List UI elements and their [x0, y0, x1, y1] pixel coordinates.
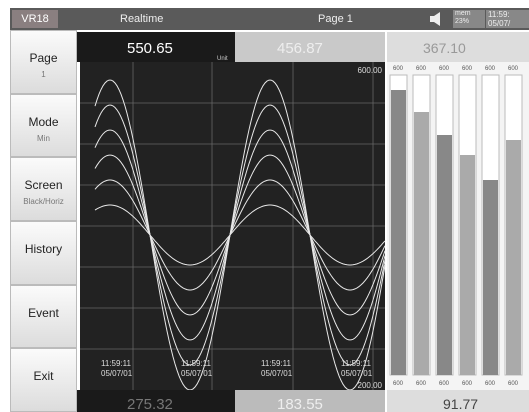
memory-value: 23%	[455, 18, 470, 25]
menu-label: Exit	[33, 369, 54, 384]
menu-label: Page	[29, 51, 58, 65]
menu-label: Screen	[24, 178, 63, 193]
clock-date: 05/07/	[488, 19, 511, 28]
bar-scale: 600	[393, 66, 404, 72]
memory-box: mem 23%	[453, 10, 485, 28]
timestamp-date: 05/07/01	[341, 369, 373, 378]
bar	[483, 180, 498, 375]
clock-box: 11:59: 05/07/	[486, 10, 529, 28]
trend-line	[94, 179, 386, 291]
trend-line	[94, 129, 386, 341]
scale-min: 200.00	[358, 381, 383, 390]
bar-scale: 600	[439, 66, 450, 72]
menu-sub: Black/Horiz	[23, 197, 64, 207]
timestamp-time: 11:59:11	[101, 359, 132, 368]
scale-max: 600.00	[358, 66, 383, 75]
bar-scale: 600	[508, 381, 519, 387]
timestamp-time: 11:59:11	[261, 359, 292, 368]
trend-line	[94, 204, 386, 266]
bar-scale: 600	[485, 381, 496, 387]
display-area: 600 600 600 600 600 600 600 600 600 600 600 600 550…	[77, 32, 529, 412]
side-menu: Page 1 Mode Min Screen Black/Horiz History Even…	[10, 30, 77, 412]
trend-line	[94, 104, 386, 366]
bar-scale: 600	[462, 66, 473, 72]
bar-reading: 367.10	[423, 40, 466, 56]
bar	[437, 135, 452, 375]
bar-scale: 600	[485, 66, 496, 72]
menu-label: Event	[28, 305, 59, 320]
top-bar: VR18 Realtime Page 1 mem 23% 11:59: 05/0…	[10, 8, 529, 30]
menu-label: Mode	[28, 114, 59, 129]
menu-button[interactable]: Exit	[10, 348, 77, 412]
bar-scale: 600	[416, 66, 427, 72]
device-label[interactable]: VR18	[12, 10, 58, 28]
menu-button[interactable]: Page 1	[10, 30, 77, 94]
bar-reading: 91.77	[443, 396, 478, 412]
trend-reading: 550.65	[127, 40, 173, 57]
memory-label: mem	[455, 10, 471, 17]
bar	[414, 112, 429, 375]
trend-line	[94, 154, 386, 316]
menu-sub: Min	[37, 133, 50, 143]
bar-scale: 600	[462, 381, 473, 387]
bar	[506, 140, 521, 375]
unit-label: Unit	[217, 56, 228, 62]
bar	[460, 155, 475, 375]
page-label: Page 1	[318, 13, 353, 25]
bar-scale: 600	[508, 66, 519, 72]
trend-reading: 275.32	[127, 396, 173, 412]
menu-button[interactable]: History	[10, 221, 77, 285]
clock-time: 11:59:	[488, 10, 510, 19]
bar-scale: 600	[416, 381, 427, 387]
menu-sub: 1	[41, 70, 46, 79]
bar	[391, 90, 406, 375]
bar-scale: 600	[439, 381, 450, 387]
menu-label: History	[24, 242, 63, 256]
trend-reading: 183.55	[277, 396, 323, 412]
menu-button[interactable]: Event	[10, 284, 77, 349]
menu-button[interactable]: Mode Min	[10, 93, 77, 158]
mode-label: Realtime	[120, 13, 164, 25]
timestamp-date: 05/07/01	[261, 369, 293, 378]
bar-scale: 600	[393, 381, 404, 387]
trend-line	[94, 79, 386, 391]
timestamp-date: 05/07/01	[181, 369, 213, 378]
trend-reading: 456.87	[277, 40, 323, 57]
speaker-icon[interactable]	[428, 11, 446, 27]
timestamp-time: 11:59:11	[341, 359, 372, 368]
timestamp-date: 05/07/01	[101, 369, 133, 378]
menu-button[interactable]: Screen Black/Horiz	[10, 157, 77, 221]
timestamp-time: 11:59:11	[181, 359, 212, 368]
